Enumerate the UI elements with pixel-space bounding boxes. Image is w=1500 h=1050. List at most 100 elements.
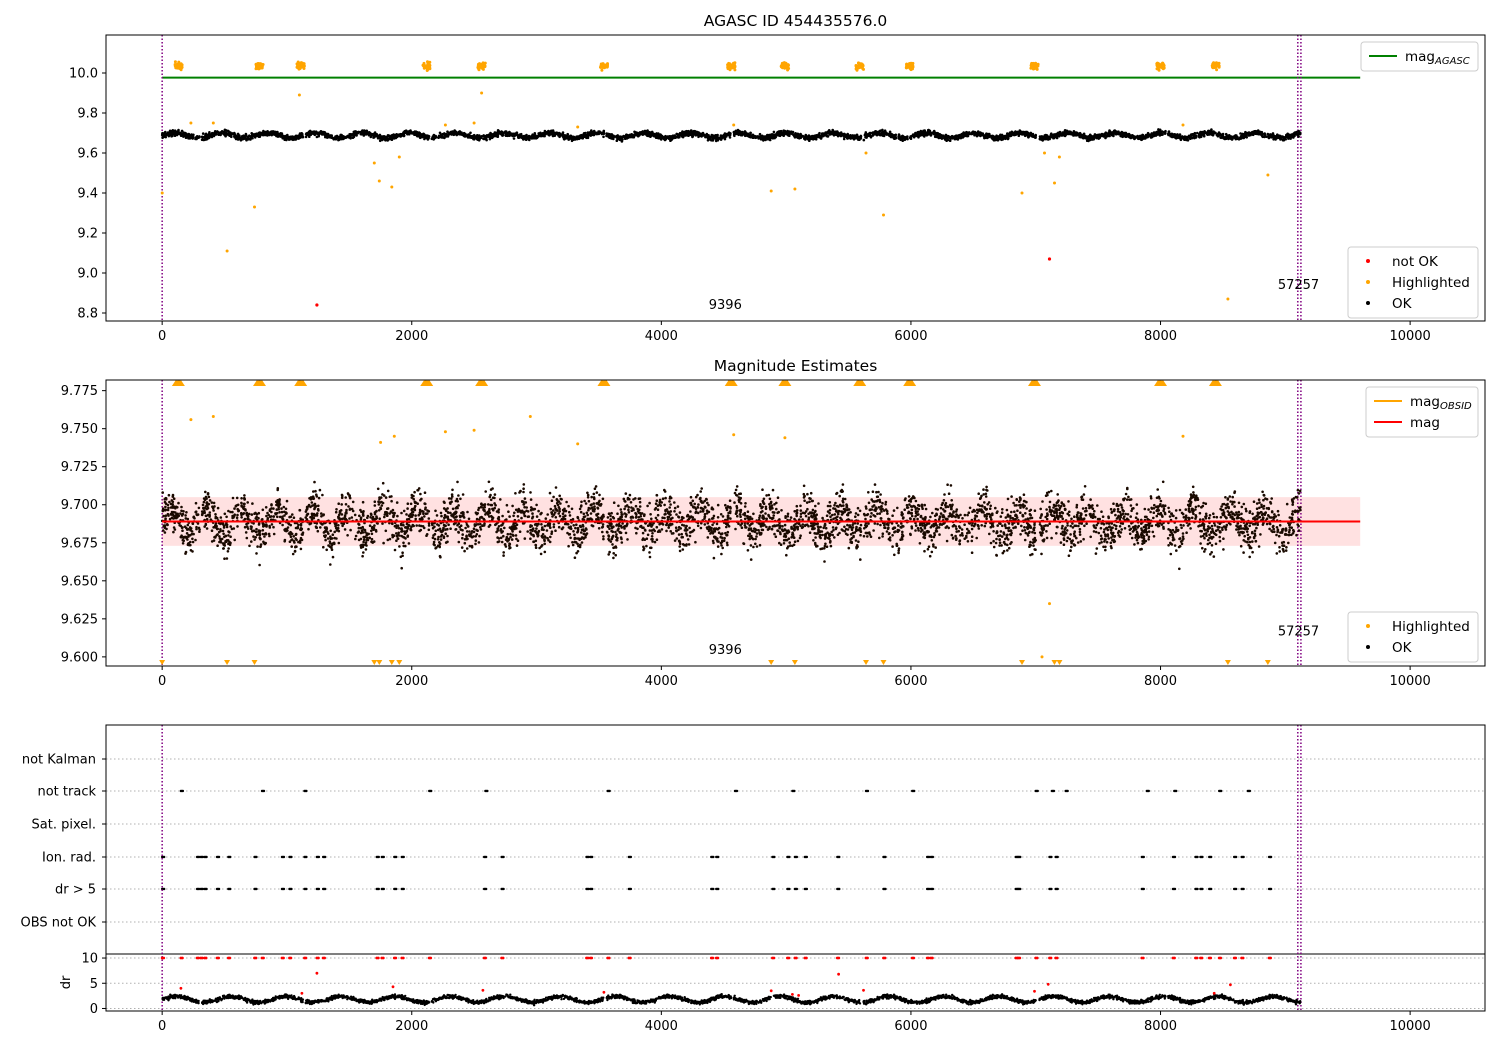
ok-series-point	[1104, 131, 1108, 134]
ok-series-point	[1235, 134, 1238, 137]
legend-label-main: Highlighted	[1392, 275, 1470, 291]
ok-series-point	[746, 549, 750, 552]
highlighted-series-point	[1053, 181, 1056, 185]
ok-series-point	[1023, 133, 1026, 137]
ok-series-point	[519, 134, 522, 137]
ok-series-point	[897, 135, 900, 138]
highlighted-series-point	[882, 213, 885, 217]
ok-series-point	[659, 134, 663, 137]
ok-series-point	[567, 136, 571, 140]
ok-series-point	[584, 131, 587, 135]
ok-series-point	[500, 540, 504, 544]
ok-series-point	[817, 502, 820, 505]
ok-series-point	[295, 134, 299, 138]
ok-series-point	[522, 138, 525, 141]
ok-series-point	[808, 135, 812, 139]
ok-series-point	[766, 133, 769, 137]
ok-series-point	[814, 135, 818, 138]
ok-series-point	[995, 134, 998, 137]
ok-series-point	[1210, 128, 1213, 131]
legend-label-subscript: AGASC	[1434, 56, 1470, 67]
ok-series-point	[1196, 131, 1199, 135]
ok-series-point	[397, 531, 401, 535]
ok-series-point	[261, 508, 265, 512]
y-tick-label: 8.8	[77, 307, 98, 322]
ok-series-point	[733, 134, 736, 138]
ok-series-point	[928, 129, 932, 133]
highlighted-series	[160, 60, 1270, 301]
ok-series-point	[438, 131, 442, 135]
y-tick-label: 9.8	[77, 107, 98, 122]
ok-series-point	[849, 137, 852, 140]
ok-series-point	[859, 137, 863, 140]
legend-label-main: not OK	[1392, 254, 1439, 270]
ok-series-point	[591, 131, 595, 134]
ok-series-point	[1031, 134, 1035, 137]
ok-series-point	[181, 529, 184, 532]
ok-series-point	[478, 134, 481, 137]
highlighted-series-point	[173, 60, 177, 64]
ok-series-point	[288, 137, 292, 140]
ok-series-point	[445, 134, 448, 138]
ok-series-point	[1159, 129, 1162, 133]
ok-series-point	[490, 133, 494, 136]
ok-series-point	[1218, 133, 1221, 136]
ok-series-point	[420, 133, 424, 137]
ok-series-point	[867, 132, 870, 136]
ok-series-point	[1179, 138, 1183, 142]
ok-series-point	[1033, 509, 1037, 512]
ok-series-point	[1078, 530, 1082, 534]
ok-series-point	[660, 136, 663, 140]
ok-series-point	[1126, 133, 1130, 137]
ok-series-point	[426, 137, 429, 140]
ok-series-point	[770, 136, 773, 139]
ok-series-point	[775, 132, 779, 136]
ok-series-point	[293, 137, 297, 141]
ok-series-point	[764, 138, 767, 142]
ok-series-point	[1009, 134, 1013, 138]
ok-series-point	[1070, 132, 1073, 135]
ok-series-point	[990, 136, 994, 140]
ok-series-point	[882, 132, 886, 136]
ok-series-point	[1067, 132, 1071, 136]
ok-series-point	[960, 134, 964, 137]
ok-series-point	[427, 528, 431, 532]
ok-series-point	[321, 133, 325, 136]
ok-series-point	[773, 136, 776, 140]
ok-series-point	[472, 133, 476, 137]
ok-series-point	[939, 136, 942, 139]
ok-series-point	[702, 133, 705, 136]
ok-series-point	[443, 132, 446, 136]
ok-series-point	[872, 133, 876, 136]
ok-series-point	[744, 502, 747, 505]
ok-series-point	[1213, 524, 1217, 527]
ok-series-point	[899, 137, 902, 141]
highlighted-series-point	[1057, 155, 1061, 159]
ok-series-point	[525, 133, 528, 137]
ok-series-point	[558, 135, 561, 139]
ok-series-point	[965, 134, 968, 137]
legend-swatch	[1366, 280, 1370, 284]
ok-series-point	[778, 134, 782, 138]
ok-series-point	[1013, 131, 1017, 134]
legend-swatch	[1366, 301, 1370, 305]
ok-series-point	[632, 135, 636, 139]
ok-series-point	[950, 137, 954, 140]
ok-series-point	[547, 133, 551, 136]
ok-series-point	[1251, 131, 1254, 134]
ok-series-point	[954, 134, 958, 138]
ok-series-point	[975, 134, 979, 138]
ok-series-point	[1268, 135, 1271, 138]
ok-series-point	[170, 131, 173, 135]
ok-series-point	[845, 134, 849, 137]
highlighted-series-point	[1155, 67, 1159, 71]
ok-series-point	[962, 131, 965, 134]
ok-series-point	[380, 138, 384, 142]
ok-series-point	[682, 132, 685, 136]
ok-series-point	[1285, 133, 1289, 136]
ok-series-point	[762, 497, 766, 501]
ok-series-point	[1110, 131, 1113, 135]
highlighted-series-point	[160, 191, 164, 195]
ok-series-point	[1121, 133, 1124, 137]
ok-series-point	[438, 135, 441, 138]
